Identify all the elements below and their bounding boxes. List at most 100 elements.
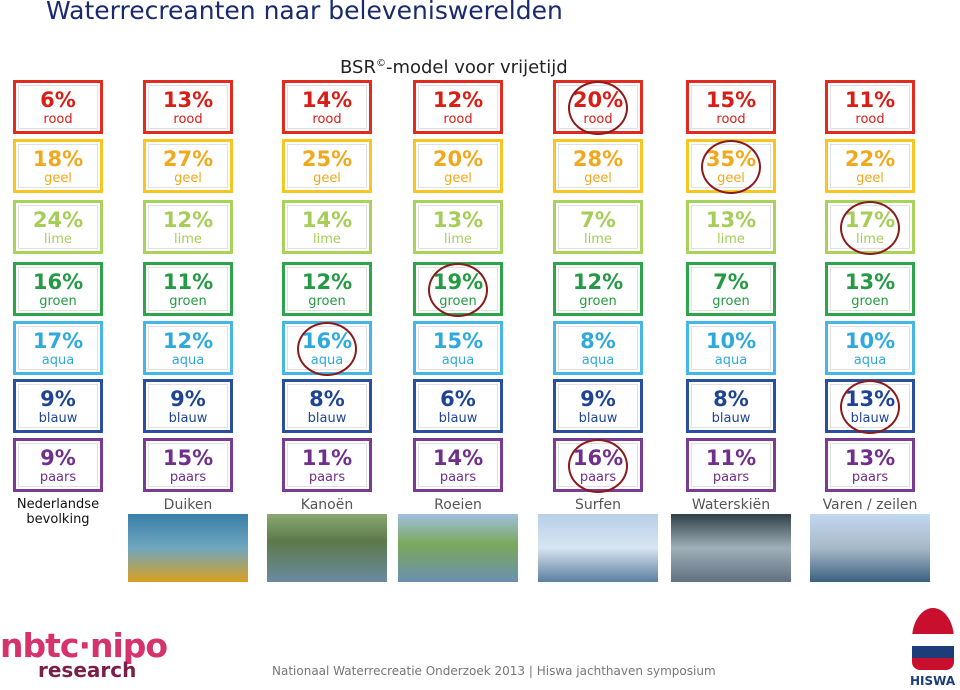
cell: 9% blauw <box>143 379 233 433</box>
cell: 9% blauw <box>13 379 103 433</box>
cell-label: aqua <box>581 353 615 368</box>
cell-value: 13% <box>844 270 896 294</box>
subtitle-main: BSR <box>340 57 376 78</box>
cell-value: 14% <box>301 88 353 112</box>
cell: 15% paars <box>143 438 233 492</box>
cell-label: groen <box>39 294 77 309</box>
cell: 14% lime <box>282 200 372 254</box>
cell-value: 13% <box>432 208 484 232</box>
column-label: Duiken <box>163 497 213 513</box>
cell-label: rood <box>173 112 203 127</box>
cell-value: 12% <box>162 208 214 232</box>
cell-label: blauw <box>307 411 347 426</box>
cell-label: paars <box>308 470 346 485</box>
cell-label: rood <box>855 112 885 127</box>
column-label: Roeien <box>434 497 482 513</box>
cell-value: 13% <box>844 446 896 470</box>
cell: 12% aqua <box>143 321 233 375</box>
cell-value: 16% <box>32 270 84 294</box>
cell-label: groen <box>169 294 207 309</box>
cell: 10% aqua <box>686 321 776 375</box>
cell-value: 17% <box>32 329 84 353</box>
cell-label: groen <box>851 294 889 309</box>
subtitle: BSR©-model voor vrijetijd <box>340 57 568 78</box>
cell-value: 11% <box>301 446 353 470</box>
cell-value: 12% <box>162 329 214 353</box>
cell: 6% blauw <box>413 379 503 433</box>
cell-label: geel <box>313 171 341 186</box>
cell: 8% aqua <box>553 321 643 375</box>
cell-label: rood <box>716 112 746 127</box>
cell-label: lime <box>44 232 72 247</box>
subtitle-rest: -model voor vrijetijd <box>385 57 568 78</box>
highlight-circle <box>297 322 357 376</box>
cell: 13% groen <box>825 262 915 316</box>
cell: 7% groen <box>686 262 776 316</box>
cell-label: lime <box>313 232 341 247</box>
cell-value: 7% <box>580 208 616 232</box>
cell-value: 9% <box>40 387 76 411</box>
cell: 16% groen <box>13 262 103 316</box>
cell: 10% aqua <box>825 321 915 375</box>
cell-value: 22% <box>844 147 896 171</box>
cell: 14% rood <box>282 80 372 134</box>
cell-value: 9% <box>580 387 616 411</box>
cell: 24% lime <box>13 200 103 254</box>
photo <box>398 514 518 582</box>
subtitle-mark: © <box>375 58 386 69</box>
cell: 11% groen <box>143 262 233 316</box>
cell-value: 15% <box>705 88 757 112</box>
cell-label: paars <box>712 470 750 485</box>
cell: 28% geel <box>553 139 643 193</box>
cell-value: 27% <box>162 147 214 171</box>
cell: 7% lime <box>553 200 643 254</box>
cell: 11% rood <box>825 80 915 134</box>
cell: 15% aqua <box>413 321 503 375</box>
cell-label: blauw <box>168 411 208 426</box>
cell-value: 9% <box>170 387 206 411</box>
cell: 14% paars <box>413 438 503 492</box>
highlight-circle <box>568 439 628 493</box>
cell-value: 12% <box>432 88 484 112</box>
cell: 13% rood <box>143 80 233 134</box>
column-label: Surfen <box>575 497 621 513</box>
column-label: Kanoën <box>300 497 354 513</box>
cell-value: 8% <box>580 329 616 353</box>
cell: 8% blauw <box>282 379 372 433</box>
cell: 22% geel <box>825 139 915 193</box>
cell: 13% lime <box>413 200 503 254</box>
cell-value: 13% <box>705 208 757 232</box>
cell-value: 6% <box>40 88 76 112</box>
footer-text: Nationaal Waterrecreatie Onderzoek 2013 … <box>272 664 716 678</box>
cell-label: aqua <box>41 353 75 368</box>
cell-value: 18% <box>32 147 84 171</box>
cell: 12% lime <box>143 200 233 254</box>
photo <box>810 514 930 582</box>
cell-label: aqua <box>853 353 887 368</box>
cell-label: groen <box>308 294 346 309</box>
highlight-circle <box>840 201 900 255</box>
cell-label: blauw <box>711 411 751 426</box>
cell-label: paars <box>439 470 477 485</box>
cell-value: 15% <box>432 329 484 353</box>
cell-value: 14% <box>301 208 353 232</box>
column-label: Nederlandse bevolking <box>16 497 100 527</box>
cell-label: rood <box>43 112 73 127</box>
highlight-circle <box>568 81 628 135</box>
cell-value: 13% <box>162 88 214 112</box>
cell-label: lime <box>444 232 472 247</box>
cell: 12% groen <box>282 262 372 316</box>
cell: 12% rood <box>413 80 503 134</box>
cell-value: 11% <box>844 88 896 112</box>
title: Waterrecreanten naar belevenis­werelden <box>46 0 563 25</box>
cell-label: geel <box>444 171 472 186</box>
cell: 20% geel <box>413 139 503 193</box>
photo <box>267 514 387 582</box>
cell: 11% paars <box>686 438 776 492</box>
cell-value: 15% <box>162 446 214 470</box>
cell-label: rood <box>443 112 473 127</box>
cell-label: lime <box>717 232 745 247</box>
cell-value: 8% <box>309 387 345 411</box>
brand: HISWA <box>910 674 956 688</box>
